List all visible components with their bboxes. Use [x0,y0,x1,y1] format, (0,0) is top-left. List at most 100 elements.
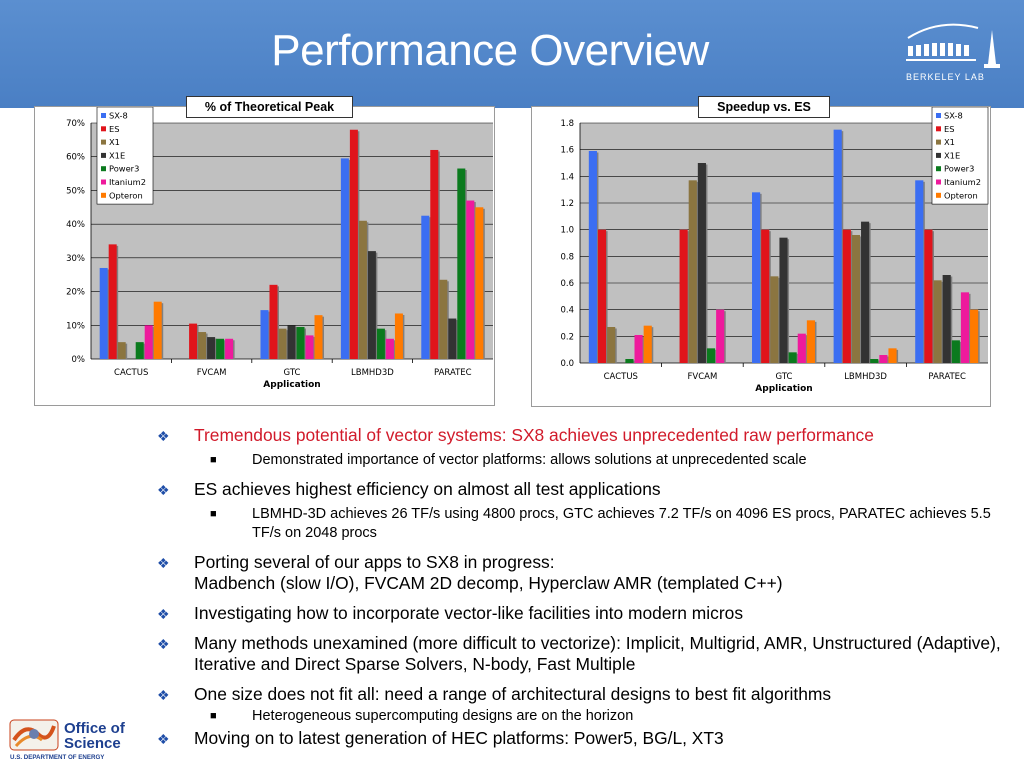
legend-swatch [101,152,106,158]
bar [153,301,162,359]
bar [779,237,788,363]
bar [439,279,448,359]
x-tick-label: LBMHD3D [351,368,394,378]
bar [207,337,216,359]
bar [376,328,385,359]
legend-swatch [936,113,941,118]
bar [607,327,616,363]
bar [951,340,960,363]
bar [634,335,643,363]
bar [861,221,870,363]
legend-label: Opteron [944,190,978,200]
bar [716,309,725,363]
y-tick-label: 10% [66,321,85,331]
legend-label: X1E [944,150,960,160]
diamond-bullet-icon: ❖ [157,606,170,622]
bar [842,229,851,363]
doe-logo-line1: Office of [64,720,126,737]
x-tick-label: CACTUS [114,368,148,378]
legend-swatch [101,179,106,185]
legend-swatch [936,126,941,132]
bullet-item: ❖ ES achieves highest efficiency on almos… [157,479,661,499]
y-tick-label: 30% [66,254,85,264]
bar [367,251,376,359]
legend-label: Itanium2 [109,177,146,187]
y-tick-label: 1.8 [560,119,574,129]
bar [269,284,278,359]
legend-swatch [936,152,941,158]
bar [879,355,888,363]
sub-bullet-item: ■ LBMHD-3D achieves 26 TF/s using 4800 pr… [210,506,991,541]
legend-swatch [101,192,106,198]
y-tick-label: 0% [72,355,86,365]
sub-bullet-item: ■ Demonstrated importance of vector platf… [210,452,807,468]
legend-box [96,106,154,205]
bar [117,342,126,359]
diamond-bullet-icon: ❖ [157,428,170,444]
x-tick-label: CACTUS [604,372,638,382]
bar [394,313,403,359]
legend-swatch [101,139,106,145]
bar [189,323,198,359]
bar [625,359,634,363]
bar [942,275,951,363]
bar [761,229,770,363]
square-bullet-icon: ■ [210,710,217,722]
bullet-item: ❖ Many methods unexamined (more difficult… [157,633,1001,674]
bar [888,348,897,363]
bar [915,180,924,363]
bar [752,192,761,363]
x-axis-title: Application [263,380,320,390]
diamond-bullet-icon: ❖ [157,636,170,652]
bar [340,158,349,359]
legend-label: X1 [109,137,120,147]
legend-swatch [101,113,106,118]
speedup-chart-title: Speedup vs. ES [698,96,830,118]
bullet-item: ❖ Tremendous potential of vector systems:… [157,425,874,445]
legend-label: X1E [109,150,125,160]
legend-label: ES [944,124,955,134]
bar [597,229,607,363]
bar [797,333,806,363]
bullet-list: ❖ Tremendous potential of vector systems:… [155,425,1015,758]
bar [358,220,367,359]
bar [430,149,439,359]
bar [287,325,296,359]
peak-chart-title: % of Theoretical Peak [186,96,353,118]
bar [960,292,970,363]
y-tick-label: 20% [66,288,85,298]
bar [788,352,797,363]
legend-box [931,106,989,205]
doe-logo-line2: Science [64,735,121,752]
x-tick-label: PARATEC [928,372,966,382]
legend-swatch [936,139,941,145]
legend-label: X1 [944,137,955,147]
bullet-item: ❖ Moving on to latest generation of HEC p… [157,728,724,748]
bar [588,151,597,363]
bar [216,338,225,359]
x-tick-label: FVCAM [688,372,718,382]
x-tick-label: GTC [776,372,793,382]
bar [679,229,688,363]
y-tick-label: 0.8 [560,252,574,262]
diamond-bullet-icon: ❖ [157,482,170,498]
bar [99,267,108,359]
bar [851,235,861,363]
legend-label: Opteron [109,190,143,200]
bar [135,342,144,359]
legend-label: SX-8 [109,111,128,121]
bar [314,315,323,359]
y-tick-label: 1.0 [560,226,574,236]
diamond-bullet-icon: ❖ [157,555,170,571]
x-tick-label: PARATEC [434,368,472,378]
y-tick-label: 50% [66,186,85,196]
bar [466,200,475,359]
legend-swatch [101,166,106,172]
bar [305,335,314,359]
x-axis-title: Application [755,384,812,394]
legend-swatch [101,126,106,132]
bar [421,215,430,359]
speedup-chart-panel: 0.0 0.2 0.4 0.6 0.8 1.0 1.2 1.4 1.6 1.8 CACTUS FVCA… [531,106,991,407]
bar [108,244,117,359]
doe-swirl-icon [9,719,59,751]
